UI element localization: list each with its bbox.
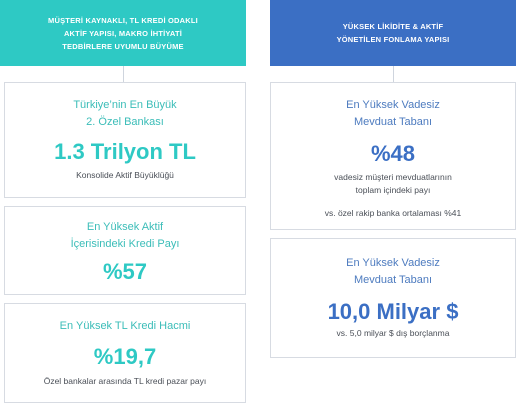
card-description-line-2: toplam içindeki payı (355, 185, 431, 195)
card-description: vs. 5,0 milyar $ dış borçlanma (336, 328, 450, 338)
card-label-line-2: Mevduat Tabanı (353, 116, 433, 128)
card-description: Konsolide Aktif Büyüklüğü (76, 170, 174, 180)
right-header-connector (393, 66, 394, 82)
card-description: Özel bankalar arasında TL kredi pazar pa… (43, 376, 207, 386)
card-demand-deposit-volume: En Yüksek Vadesiz Mevduat Tabanı 10,0 Mi… (270, 238, 516, 358)
card-label-line-1: En Yüksek Vadesiz (346, 257, 440, 269)
left-header-line-1: MÜŞTERİ KAYNAKLI, TL KREDİ ODAKLI (48, 15, 198, 25)
card-value: 1.3 Trilyon TL (54, 139, 196, 164)
right-header-line-1: YÜKSEK LİKİDİTE & AKTİF (342, 22, 444, 31)
card-value: 10,0 Milyar $ (327, 299, 459, 324)
left-column-header: MÜŞTERİ KAYNAKLI, TL KREDİ ODAKLI AKTİF … (0, 0, 246, 66)
card-label-line-2: Mevduat Tabanı (353, 274, 433, 286)
card-label-line-1: Türkiye’nin En Büyük (73, 99, 177, 111)
card-description-line-1: vadesiz müşteri mevduatlarının (334, 172, 452, 182)
card-label-line-2: 2. Özel Bankası (86, 116, 164, 128)
card-tl-loan-volume: En Yüksek TL Kredi Hacmi %19,7 Özel bank… (4, 303, 246, 403)
left-header-line-2: AKTİF YAPISI, MAKRO İHTİYATİ (63, 28, 183, 38)
card-value: %48 (370, 141, 416, 166)
right-column-header: YÜKSEK LİKİDİTE & AKTİF YÖNETİLEN FONLAM… (270, 0, 516, 66)
card-demand-deposit-share: En Yüksek Vadesiz Mevduat Tabanı %48 vad… (270, 82, 516, 230)
left-header-connector (123, 66, 124, 82)
card-value: %19,7 (93, 344, 157, 369)
card-largest-private-bank: Türkiye’nin En Büyük 2. Özel Bankası 1.3… (4, 82, 246, 198)
card-value: %57 (102, 259, 148, 284)
left-header-line-3: TEDBİRLERE UYUMLU BÜYÜME (62, 41, 184, 51)
card-label-line-2: İçerisindeki Kredi Payı (70, 238, 180, 250)
card-label-line-1: En Yüksek Aktif (86, 221, 164, 233)
card-label-line-1: En Yüksek TL Kredi Hacmi (59, 320, 191, 332)
right-header-line-2: YÖNETİLEN FONLAMA YAPISI (336, 35, 450, 44)
card-label-line-1: En Yüksek Vadesiz (346, 99, 440, 111)
card-comparison-note: vs. özel rakip banka ortalaması %41 (324, 208, 462, 218)
card-loan-share-in-assets: En Yüksek Aktif İçerisindeki Kredi Payı … (4, 206, 246, 295)
